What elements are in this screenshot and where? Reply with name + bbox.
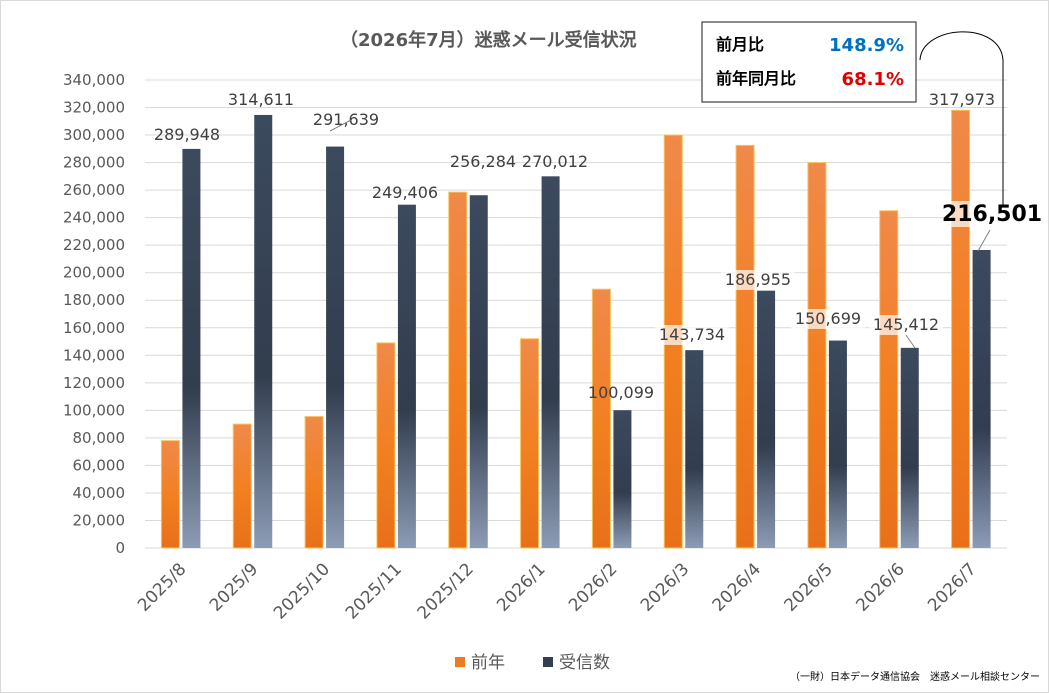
legend-swatch-received — [543, 657, 553, 667]
chart-title: （2026年7月）迷惑メール受信状況 — [340, 29, 637, 51]
yoy-label: 前年同月比 — [716, 69, 796, 88]
bar-prev-year — [591, 288, 611, 549]
data-label-leader — [977, 229, 991, 252]
bar-received — [326, 146, 345, 548]
y-tick-label: 80,000 — [73, 429, 126, 447]
data-label: 100,099 — [588, 383, 654, 402]
legend-swatch-prev-year — [455, 657, 465, 667]
bar-received — [900, 347, 919, 548]
bar-received — [972, 249, 991, 548]
bar-received — [469, 195, 488, 548]
y-tick-label: 120,000 — [63, 374, 125, 392]
y-tick-label: 220,000 — [63, 236, 125, 254]
y-tick-label: 20,000 — [73, 511, 126, 529]
source-credit: （一財）日本データ通信協会 迷惑メール相談センター — [790, 670, 1040, 683]
mom-value: 148.9% — [829, 35, 904, 56]
data-label: 314,611 — [228, 90, 294, 109]
data-label: 145,412 — [873, 315, 939, 334]
bar-prev-year — [160, 440, 180, 549]
data-label: 256,284 — [450, 152, 516, 171]
data-label: 270,012 — [522, 152, 588, 171]
legend-label-prev-year: 前年 — [471, 653, 505, 673]
bar-received — [828, 340, 847, 548]
y-tick-label: 300,000 — [63, 126, 125, 144]
data-label-bg — [942, 201, 1042, 227]
bar-received — [182, 148, 201, 548]
data-label-leader — [905, 334, 916, 349]
bar-prev-year — [879, 210, 899, 549]
yoy-value: 68.1% — [842, 69, 904, 90]
mom-label: 前月比 — [716, 35, 764, 54]
y-tick-label: 240,000 — [63, 209, 125, 227]
bar-received — [757, 290, 776, 548]
legend: 前年 受信数 — [455, 653, 610, 673]
y-tick-label: 100,000 — [63, 401, 125, 419]
y-tick-label: 260,000 — [63, 181, 125, 199]
y-tick-label: 60,000 — [73, 456, 126, 474]
data-label: 216,501 — [942, 202, 1042, 227]
bar-prev-year — [376, 342, 396, 549]
data-label: 150,699 — [795, 309, 861, 328]
bar-prev-year — [232, 423, 252, 549]
data-label-bg — [721, 270, 795, 290]
y-tick-label: 320,000 — [63, 99, 125, 117]
y-tick-label: 0 — [115, 539, 125, 557]
data-label: 249,406 — [372, 183, 438, 202]
y-tick-label: 160,000 — [63, 319, 125, 337]
data-label: 289,948 — [154, 125, 220, 144]
data-label-bg — [791, 309, 865, 329]
bar-prev-year — [807, 162, 827, 549]
data-label: 186,955 — [725, 270, 791, 289]
y-tick-label: 180,000 — [63, 291, 125, 309]
y-tick-label: 200,000 — [63, 264, 125, 282]
bar-prev-year — [304, 416, 324, 549]
data-label-prev-year: 317,973 — [929, 90, 995, 109]
bar-prev-year — [951, 109, 971, 549]
bar-received — [254, 114, 273, 549]
data-labels: 289,948 314,611 291,639 249,406 256,284 270,0… — [154, 90, 1042, 402]
gridlines — [145, 79, 1007, 549]
y-tick-label: 140,000 — [63, 346, 125, 364]
bar-received — [541, 176, 560, 548]
y-axis: 0 20,000 40,000 60,000 80,000 100,000 120,000 1… — [63, 71, 125, 557]
bar-received — [685, 350, 704, 548]
data-label-bg — [869, 315, 943, 335]
y-tick-label: 340,000 — [63, 71, 125, 89]
callout-connector — [919, 31, 1004, 205]
data-label: 291,639 — [313, 110, 379, 129]
data-label-leader — [329, 119, 352, 132]
bar-prev-year — [448, 191, 468, 549]
bar-prev-year — [735, 144, 755, 549]
bar-prev-year — [520, 338, 540, 549]
data-label: 143,734 — [659, 325, 725, 344]
summary-box: 前月比 148.9% 前年同月比 68.1% — [701, 21, 917, 103]
y-tick-label: 280,000 — [63, 154, 125, 172]
bar-received — [613, 410, 632, 548]
bar-received — [397, 204, 416, 548]
data-label-bg — [655, 325, 729, 345]
legend-label-received: 受信数 — [559, 653, 610, 673]
y-tick-label: 40,000 — [73, 484, 126, 502]
